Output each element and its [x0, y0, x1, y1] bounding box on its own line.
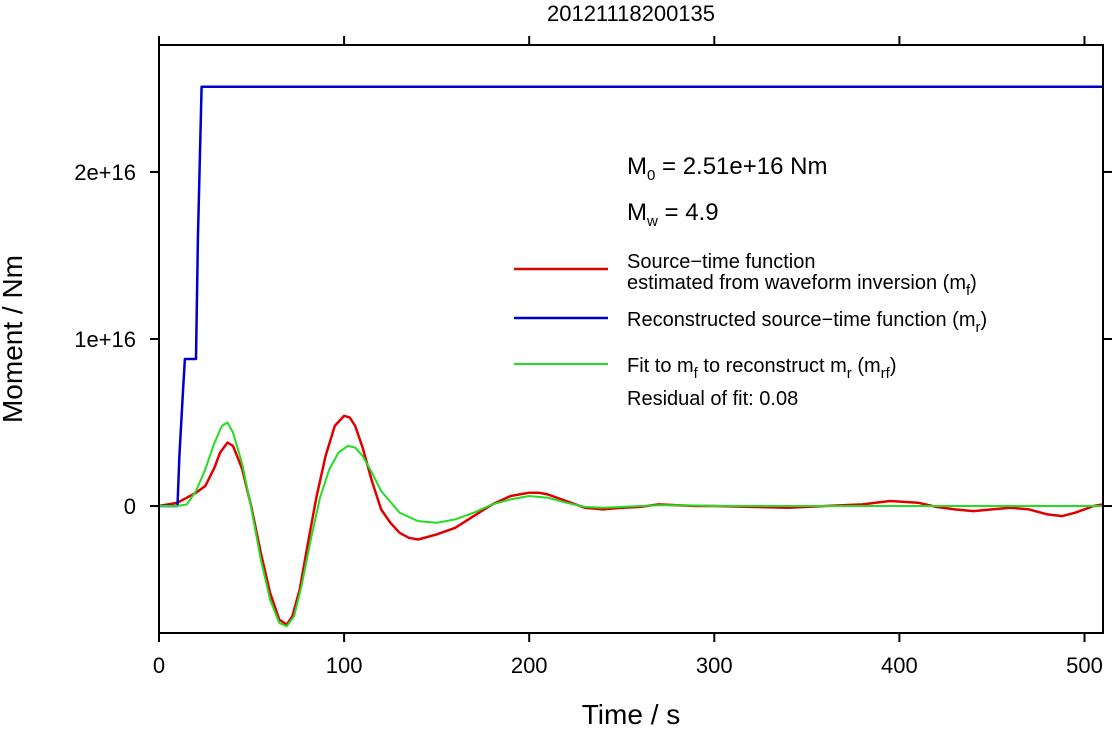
legend-label-3: Fit to mf to reconstruct mr (mrf): [627, 355, 897, 382]
y-tick-label: 0: [124, 494, 136, 519]
x-tick-label: 100: [326, 653, 363, 678]
residual-label: Residual of fit: 0.08: [627, 388, 798, 410]
x-tick-label: 200: [511, 653, 548, 678]
legend-label-1: Source−time function: [627, 251, 815, 273]
seismic-moment-label: M0 = 2.51e+16 Nm: [627, 153, 827, 184]
x-axis-title: Time / s: [582, 699, 681, 730]
moment-magnitude-label: Mw = 4.9: [627, 199, 719, 230]
legend-label-1: estimated from waveform inversion (mf): [627, 272, 977, 299]
legend-label-2: Reconstructed source−time function (mr): [627, 309, 987, 336]
y-axis-title: Moment / Nm: [0, 255, 28, 423]
series-line-3: [159, 421, 1103, 628]
x-tick-label: 0: [153, 653, 165, 678]
chart-title: 20121118200135: [547, 1, 715, 26]
plot-frame: [158, 44, 1104, 634]
y-tick-label: 1e+16: [74, 327, 136, 352]
x-tick-label: 400: [881, 653, 918, 678]
x-tick-label: 300: [696, 653, 733, 678]
x-tick-label: 500: [1066, 653, 1103, 678]
y-tick-label: 2e+16: [74, 160, 136, 185]
series-line-2: [159, 85, 1103, 508]
